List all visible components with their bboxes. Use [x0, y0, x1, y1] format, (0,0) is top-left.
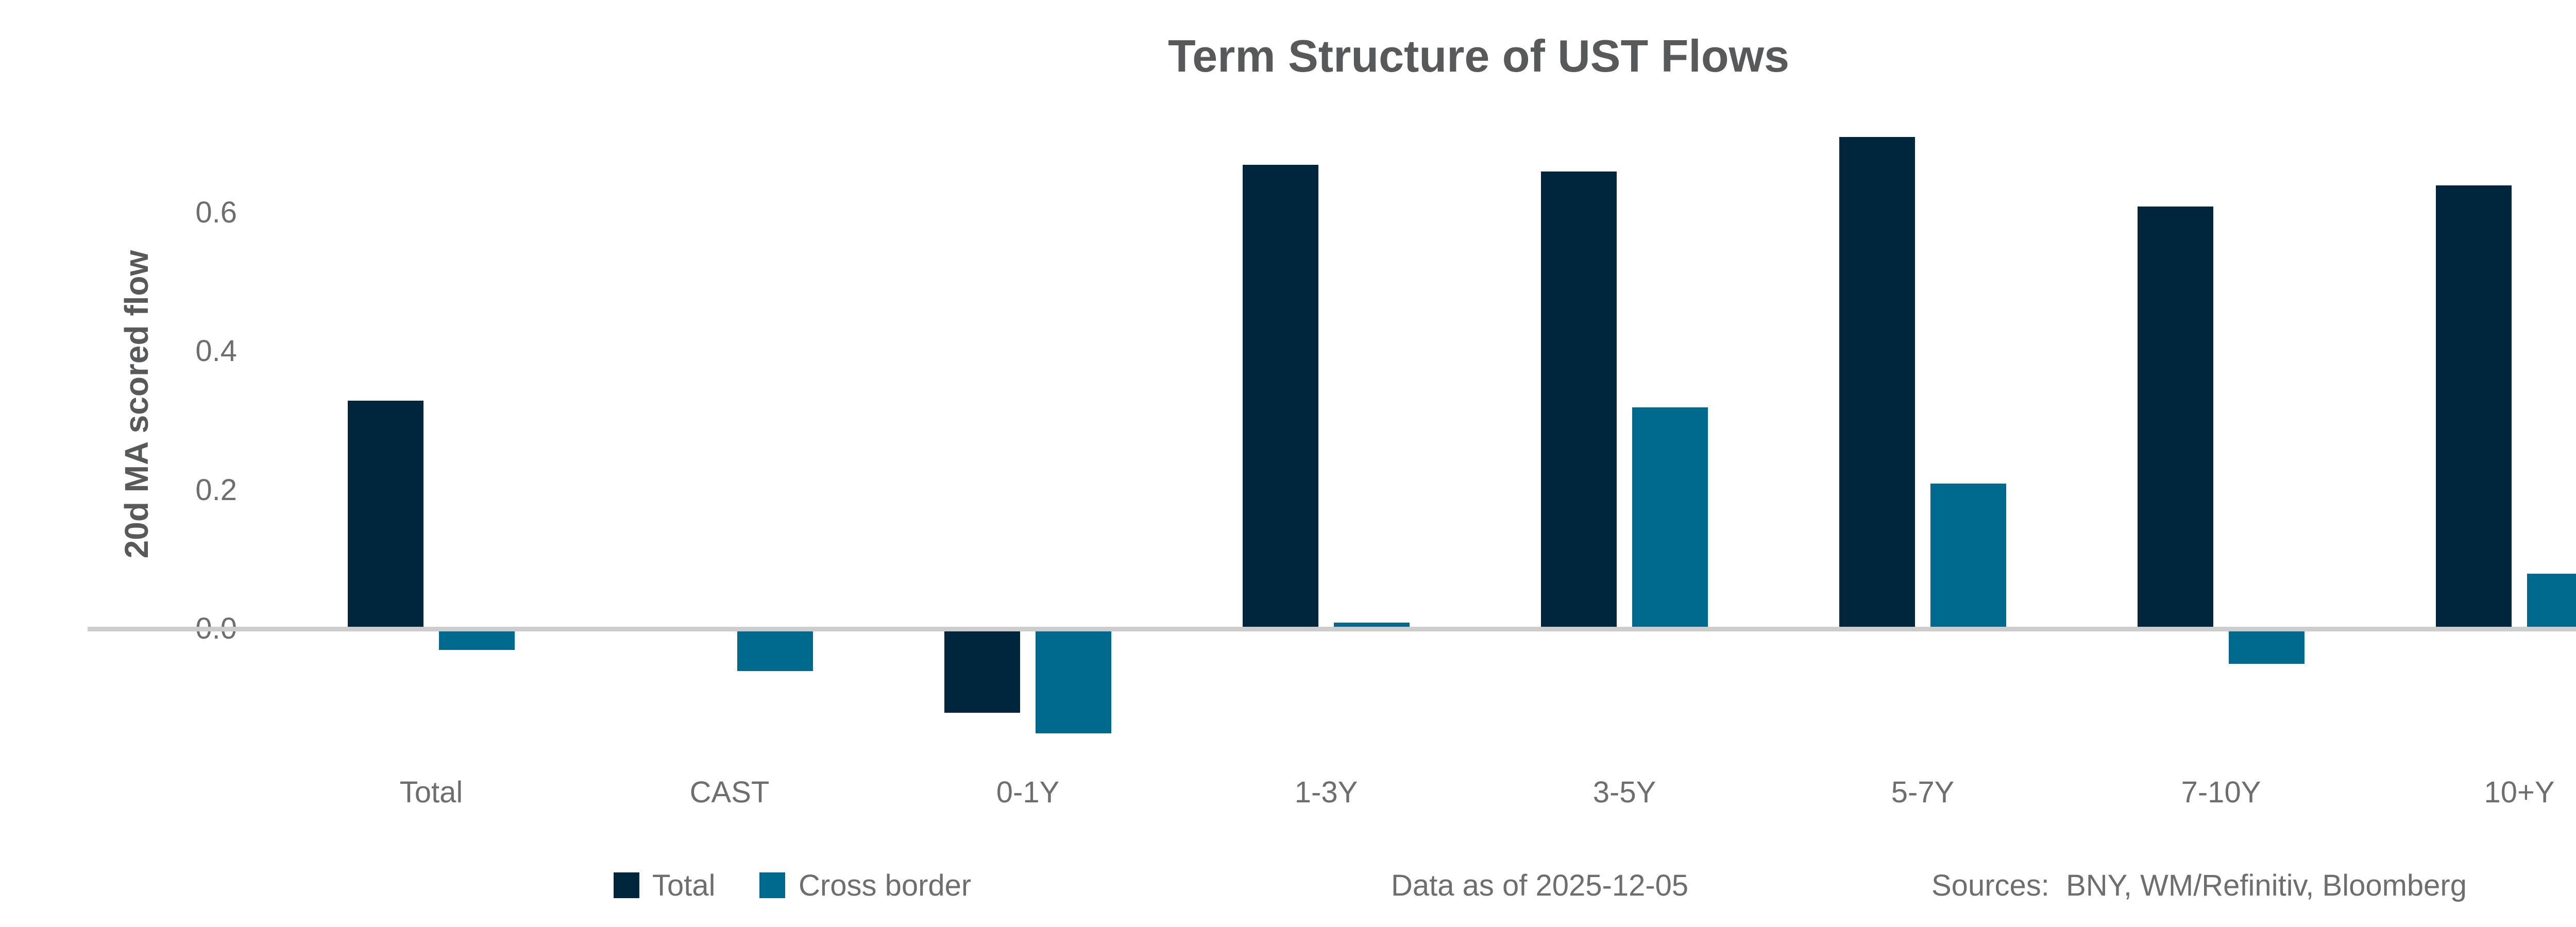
bar-cross-border-7-10y — [2229, 629, 2304, 664]
x-tick-label-5-7y: 5-7Y — [1891, 776, 1955, 809]
bar-cross-border-cast — [737, 629, 813, 671]
y-tick-label-0.2: 0.2 — [195, 473, 237, 507]
y-tick-label-0.4: 0.4 — [195, 334, 237, 368]
y-tick-label-0.6: 0.6 — [195, 196, 237, 230]
x-tick-label-3-5y: 3-5Y — [1592, 776, 1656, 809]
x-tick-label-7-10y: 7-10Y — [2181, 776, 2261, 809]
zero-baseline — [88, 627, 2576, 631]
x-tick-label-total: Total — [399, 776, 463, 809]
bar-total-0-1y — [944, 629, 1020, 713]
x-tick-label-0-1y: 0-1Y — [996, 776, 1060, 809]
chart-title: Term Structure of UST Flows — [1167, 30, 1790, 81]
bar-cross-border-5-7y — [1930, 484, 2006, 629]
bar-cross-border-10-y — [2527, 574, 2576, 629]
bar-cross-border-0-1y — [1036, 629, 1111, 733]
bar-total-5-7y — [1839, 137, 1915, 629]
x-tick-label-10-y: 10+Y — [2484, 776, 2555, 809]
bar-total-1-3y — [1243, 165, 1318, 629]
bar-cross-border-total — [439, 629, 515, 650]
x-tick-label-cast: CAST — [689, 776, 770, 809]
legend-label-cross-border: Cross border — [799, 869, 972, 902]
y-axis-label: 20d MA scored flow — [118, 250, 155, 559]
legend-swatch-cross-border — [759, 872, 785, 898]
legend-swatch-total — [614, 872, 639, 898]
bar-total-10-y — [2436, 185, 2512, 629]
bar-total-3-5y — [1541, 171, 1617, 629]
data-as-of-note: Data as of 2025-12-05 — [1391, 869, 1689, 902]
x-tick-label-1-3y: 1-3Y — [1294, 776, 1358, 809]
legend-label-total: Total — [652, 869, 716, 902]
sources-note: Sources: BNY, WM/Refinitiv, Bloomberg — [1931, 869, 2467, 902]
bar-cross-border-3-5y — [1632, 407, 1708, 629]
bar-total-7-10y — [2138, 207, 2213, 629]
bar-total-total — [348, 401, 423, 629]
